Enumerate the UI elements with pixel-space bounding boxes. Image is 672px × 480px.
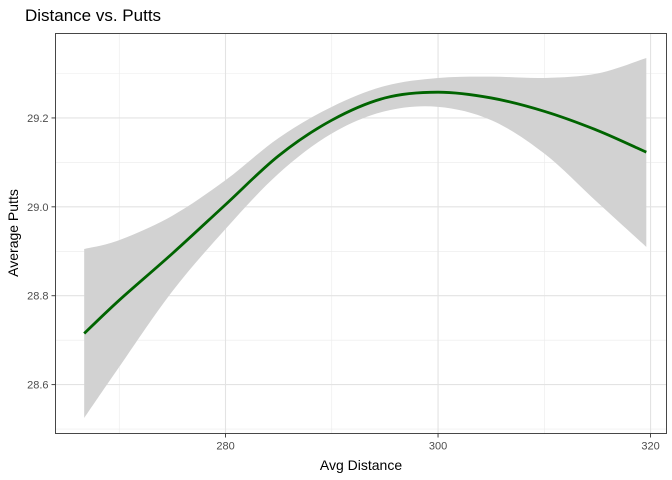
y-axis-title: Average Putts [5,189,21,277]
y-tick-label: 29.0 [27,202,48,214]
x-tick-label: 320 [641,441,659,453]
chart-title: Distance vs. Putts [25,6,161,25]
y-tick-label: 28.8 [27,291,48,303]
x-tick-label: 300 [429,441,447,453]
fit-line [83,90,647,335]
y-axis: 28.6 28.8 29.0 29.2 [27,113,56,392]
y-tick-label: 28.6 [27,380,48,392]
y-tick-label: 29.2 [27,113,48,125]
x-tick-label: 280 [216,441,234,453]
x-axis-title: Avg Distance [320,457,402,473]
panel-border [55,33,667,434]
confidence-band [84,57,647,418]
x-axis: 280 300 320 [216,433,660,453]
